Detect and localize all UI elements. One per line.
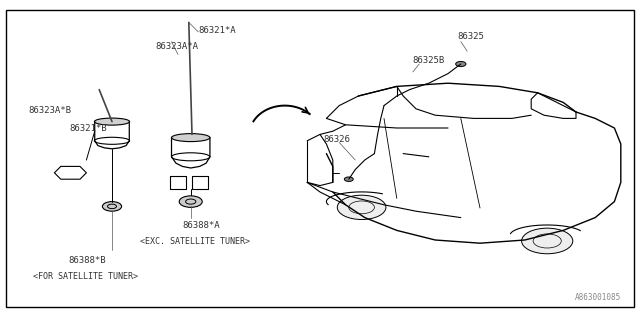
Text: 86388*B: 86388*B	[68, 256, 106, 265]
Circle shape	[456, 61, 466, 67]
Ellipse shape	[172, 134, 210, 142]
Text: A863001085: A863001085	[575, 293, 621, 302]
Text: 86323A*A: 86323A*A	[155, 42, 198, 51]
Text: <EXC. SATELLITE TUNER>: <EXC. SATELLITE TUNER>	[140, 237, 250, 246]
Text: 86323A*B: 86323A*B	[29, 106, 72, 115]
Circle shape	[344, 177, 353, 181]
Text: 86325: 86325	[458, 32, 484, 41]
Text: <FOR SATELLITE TUNER>: <FOR SATELLITE TUNER>	[33, 272, 138, 281]
Text: 86321*A: 86321*A	[198, 26, 236, 35]
Circle shape	[522, 228, 573, 254]
Text: 86326: 86326	[323, 135, 350, 144]
Circle shape	[337, 195, 386, 220]
Text: 86325B: 86325B	[413, 56, 445, 65]
Circle shape	[102, 202, 122, 211]
Text: 86321*B: 86321*B	[69, 124, 107, 132]
Circle shape	[179, 196, 202, 207]
Text: 86388*A: 86388*A	[182, 221, 220, 230]
Ellipse shape	[95, 118, 129, 125]
